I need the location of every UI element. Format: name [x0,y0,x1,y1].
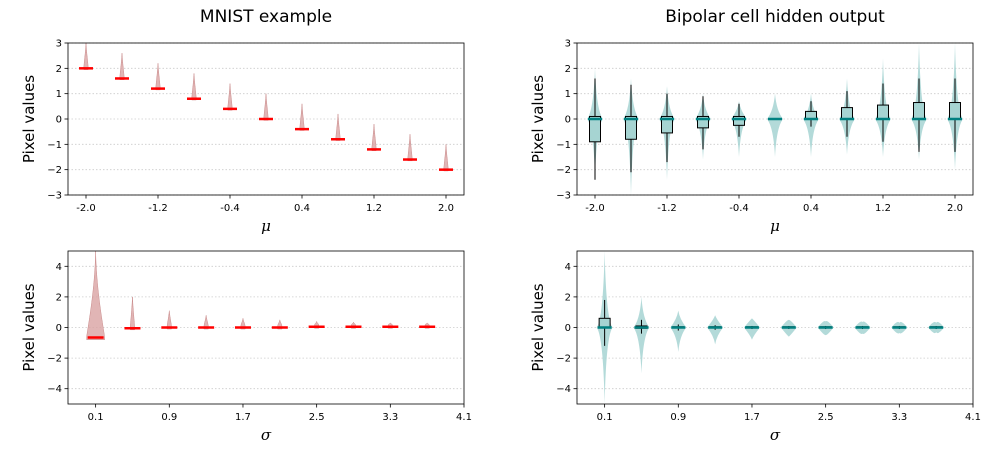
box [913,102,925,120]
box [589,115,601,143]
x-tick-label: 1.7 [744,412,760,423]
x-tick-label: 0.1 [88,412,104,423]
violin-body [130,296,135,331]
violin-body [371,124,377,151]
x-tick-label: -1.2 [148,203,168,214]
y-tick-label: −3 [47,191,62,202]
x-tick-label: 2.5 [818,412,834,423]
x-axis-label: μ [261,217,271,235]
y-tick-label: 2 [56,292,62,303]
violin-body [670,310,687,352]
box [697,115,709,129]
violin-body [443,144,449,172]
y-tick-label: 4 [56,262,62,273]
x-tick-label: 0.1 [597,412,613,423]
x-tick-label: 3.3 [891,412,907,423]
y-axis-label: Pixel values [20,283,38,371]
y-tick-label: 4 [565,262,571,273]
x-tick-label: -0.4 [220,203,240,214]
subplot-1: 3 2 1 0 −1 −2 −3 -2.0 -1.2 -0.4 0.4 1.2 2.0 μ Pixel va… [20,7,465,235]
violin-body [767,93,783,157]
violin-body [155,63,161,91]
y-tick-label: −2 [47,165,62,176]
y-tick-label: 3 [565,39,571,50]
x-tick-label: 0.9 [670,412,686,423]
y-tick-label: 3 [56,39,62,50]
violin-body [299,103,305,131]
x-tick-label: 2.0 [947,203,963,214]
x-tick-label: 4.1 [965,412,981,423]
violin-body [633,296,650,374]
x-axis-label: σ [261,426,272,444]
y-axis-label: Pixel values [529,283,547,371]
x-tick-label: 1.2 [366,203,382,214]
y-tick-label: 0 [565,115,571,126]
y-axis-label: Pixel values [20,75,38,163]
x-axis-label: μ [770,217,780,235]
violin-body [166,310,172,330]
box [598,317,611,329]
y-tick-label: −2 [47,354,62,365]
y-tick-label: 1 [56,89,62,100]
violin-body [203,315,209,330]
y-tick-label: −2 [556,354,571,365]
x-tick-label: 2.5 [309,412,325,423]
violin-body [335,113,341,141]
y-tick-label: 1 [565,89,571,100]
x-tick-label: -0.4 [729,203,749,214]
y-tick-label: −1 [47,140,62,151]
violin-body [119,53,125,80]
y-tick-label: 2 [56,64,62,75]
y-tick-label: 2 [565,64,571,75]
y-tick-label: 0 [565,323,571,334]
box [877,104,889,120]
y-tick-label: −2 [556,165,571,176]
y-tick-label: −4 [47,384,62,395]
subplot-title: Bipolar cell hidden output [665,7,885,27]
x-tick-label: -1.2 [657,203,677,214]
box [733,115,745,126]
x-tick-label: 3.3 [382,412,398,423]
x-tick-label: -2.0 [76,203,96,214]
subplot-4: 4 2 0 −2 −4 0.1 0.9 1.7 2.5 3.3 4.1 σ Pixel values [529,250,981,444]
violin-body [227,83,233,111]
subplot-title: MNIST example [200,7,332,27]
violin-body [407,134,413,162]
y-tick-label: −3 [556,191,571,202]
box [661,115,673,134]
x-axis-label: σ [770,426,781,444]
x-tick-label: 0.4 [294,203,310,214]
x-tick-label: 4.1 [456,412,472,423]
box [949,102,961,120]
violin-body [86,250,105,340]
x-tick-label: 0.4 [803,203,819,214]
subplot-2: 3 2 1 0 −1 −2 −3 -2.0 -1.2 -0.4 0.4 1.2 2.0 μ Pixel va… [529,7,974,235]
y-tick-label: −1 [556,140,571,151]
y-tick-label: 2 [565,292,571,303]
y-tick-label: −4 [556,384,571,395]
violin-body [191,73,197,101]
violin-body [263,93,269,121]
y-tick-label: 0 [56,115,62,126]
x-tick-label: 0.9 [161,412,177,423]
x-tick-label: 2.0 [438,203,454,214]
violin-body [83,42,89,70]
x-tick-label: 1.7 [235,412,251,423]
y-tick-label: 0 [56,323,62,334]
x-tick-label: -2.0 [585,203,605,214]
box [841,107,853,120]
box [625,115,637,140]
subplot-3: 4 2 0 −2 −4 0.1 0.9 1.7 2.5 3.3 4.1 σ Pixel values [20,250,472,444]
y-axis-label: Pixel values [529,75,547,163]
x-tick-label: 1.2 [875,203,891,214]
